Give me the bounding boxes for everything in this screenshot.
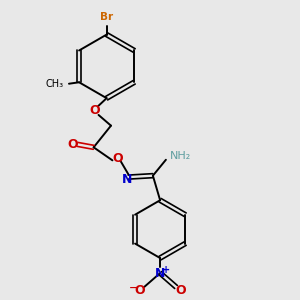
Text: O: O xyxy=(89,104,100,117)
Text: O: O xyxy=(67,138,78,151)
Text: O: O xyxy=(176,284,186,297)
Text: N: N xyxy=(155,267,165,280)
Text: N: N xyxy=(122,173,132,186)
Text: +: + xyxy=(162,265,170,275)
Text: −: − xyxy=(129,283,138,292)
Text: Br: Br xyxy=(100,12,113,22)
Text: O: O xyxy=(112,152,123,164)
Text: O: O xyxy=(134,284,145,297)
Text: CH₃: CH₃ xyxy=(45,79,63,89)
Text: NH₂: NH₂ xyxy=(170,151,191,161)
